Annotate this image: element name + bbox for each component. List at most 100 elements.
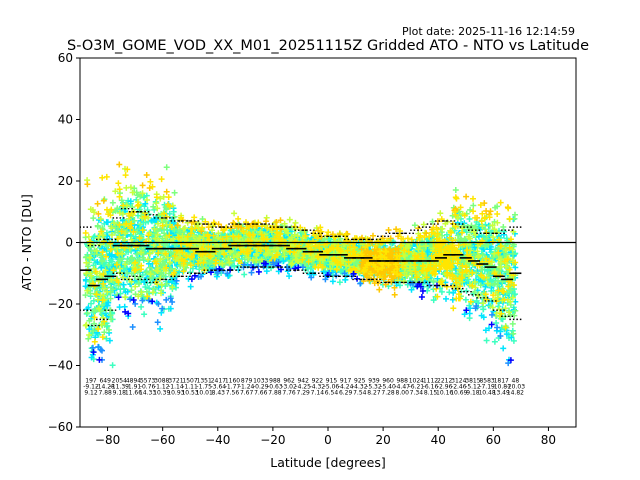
y-tick-label: 20: [58, 174, 73, 188]
bin-stat-mean: -7.19: [479, 384, 495, 391]
y-tick-label: −40: [48, 359, 73, 373]
bin-stat-mean: -6.21: [409, 384, 425, 391]
bin-stat-mean: -20.03: [506, 384, 526, 391]
scatter-points: [82, 161, 519, 369]
bin-stat-std: 7.28: [381, 390, 395, 397]
bin-stat-std: 8.27: [367, 390, 381, 397]
bin-stat-mean: -4.25: [295, 384, 311, 391]
bin-stat-std: 10.39: [153, 390, 170, 397]
bin-stat-count: 879: [241, 377, 253, 384]
x-tick-label: 80: [541, 433, 556, 447]
bin-stat-mean: -1.24: [239, 384, 255, 391]
bin-stat-std: 9.18: [113, 390, 127, 397]
bin-stat-std: 6.29: [339, 390, 353, 397]
bin-stat-mean: -5.40: [380, 384, 396, 391]
bin-stat-count: 3088: [154, 377, 169, 384]
bin-stat-mean: -2.46: [451, 384, 467, 391]
bin-stat-mean: -4.32: [310, 384, 326, 391]
bin-stat-mean: -2.96: [437, 384, 453, 391]
bin-stat-count: 1160: [225, 377, 240, 384]
bin-stat-count: 917: [340, 377, 352, 384]
bin-stat-mean: -1.12: [154, 384, 170, 391]
bin-stat-mean: -4.24: [338, 384, 354, 391]
bin-stat-mean: -1.91: [126, 384, 142, 391]
x-tick-label: 0: [324, 433, 332, 447]
bin-stat-count: 8583: [479, 377, 494, 384]
bin-stat-std: 10.16: [436, 390, 453, 397]
plot-date: Plot date: 2025-11-16 12:14:59: [402, 25, 575, 38]
bin-stat-count: 197: [85, 377, 97, 384]
bin-stat-count: 962: [283, 377, 295, 384]
bin-stat-count: 1112: [423, 377, 438, 384]
bin-stat-count: 915: [326, 377, 338, 384]
bin-stat-std: 14.82: [507, 390, 524, 397]
y-tick-label: 0: [65, 236, 73, 250]
bin-stat-mean: -1.75: [196, 384, 212, 391]
x-tick-label: −40: [205, 433, 230, 447]
bin-stat-count: 1351: [197, 377, 212, 384]
x-tick-label: −20: [260, 433, 285, 447]
bin-stat-std: 7.88: [98, 390, 112, 397]
bin-stat-count: 2054: [112, 377, 127, 384]
bin-stat-count: 922: [312, 377, 324, 384]
bin-stat-count: 939: [368, 377, 380, 384]
bin-stat-std: 7.14: [311, 390, 325, 397]
bin-stat-mean: -4.32: [352, 384, 368, 391]
x-tick-label: 40: [431, 433, 446, 447]
bin-stat-std: 7.34: [410, 390, 424, 397]
bin-stat-std: 10.48: [478, 390, 495, 397]
x-tick-label: −80: [95, 433, 120, 447]
bin-stat-std: 7.29: [297, 390, 311, 397]
bin-stat-mean: -5.12: [465, 384, 481, 391]
bin-stat-count: 988: [269, 377, 281, 384]
bin-stat-std: 8.15: [424, 390, 438, 397]
chart-title: S-O3M_GOME_VOD_XX_M01_20251115Z Gridded …: [67, 38, 589, 54]
y-axis: −60 −40 −20 0 20 40 60: [48, 51, 80, 434]
bin-stat-std: 7.56: [226, 390, 240, 397]
bin-stat-std: 10.53: [181, 390, 198, 397]
bin-stat-count: 48: [512, 377, 520, 384]
bin-stat-std: 7.66: [254, 390, 268, 397]
bin-stat-count: 649: [99, 377, 111, 384]
y-tick-label: −20: [48, 297, 73, 311]
x-tick-label: 60: [486, 433, 501, 447]
bin-stat-mean: -0.76: [140, 384, 156, 391]
bin-stat-mean: -1.14: [168, 384, 184, 391]
bin-stat-mean: -0.29: [253, 384, 269, 391]
bin-stat-count: 1817: [494, 377, 509, 384]
bin-stat-std: 6.54: [325, 390, 339, 397]
bin-stat-count: 5573: [140, 377, 155, 384]
bin-stat-count: 1024: [409, 377, 424, 384]
y-tick-label: −60: [48, 420, 73, 434]
y-axis-label: ATO - NTO [DU]: [19, 194, 34, 291]
bin-stat-std: 13.49: [493, 390, 510, 397]
bin-stat-count: 1033: [253, 377, 268, 384]
bin-stat-std: 10.93: [167, 390, 184, 397]
x-tick-label: −60: [150, 433, 175, 447]
y-tick-label: 60: [58, 51, 73, 65]
bin-stat-mean: -10.81: [492, 384, 512, 391]
scatter-series-dark-blue: [90, 260, 514, 364]
bin-stat-std: 9.12: [84, 390, 98, 397]
bin-stat-std: 7.88: [268, 390, 282, 397]
bin-stat-mean: -5.06: [324, 384, 340, 391]
bin-stat-count: 1507: [182, 377, 197, 384]
bin-stat-std: 14.33: [139, 390, 156, 397]
bin-stat-count: 3721: [168, 377, 183, 384]
bin-stat-mean: -14.28: [95, 384, 115, 391]
bin-stat-count: 2212: [437, 377, 452, 384]
bin-stat-count: 942: [297, 377, 309, 384]
bin-stat-count: 4894: [126, 377, 141, 384]
bin-stat-mean: -4.47: [394, 384, 410, 391]
bin-stat-std: 7.54: [353, 390, 367, 397]
bin-stat-std: 11.66: [125, 390, 142, 397]
y-tick-label: 40: [58, 113, 73, 127]
bin-stat-std: 10.01: [196, 390, 213, 397]
scatter-series-blue: [89, 259, 512, 367]
x-axis: −80 −60 −40 −20 0 20 40 60 80: [95, 427, 556, 447]
bin-stat-std: 7.76: [282, 390, 296, 397]
bin-stat-std: 10.69: [450, 390, 467, 397]
bin-stat-mean: -3.02: [281, 384, 297, 391]
bin-stat-mean: -5.32: [366, 384, 382, 391]
bin-stat-count: 3124: [451, 377, 466, 384]
